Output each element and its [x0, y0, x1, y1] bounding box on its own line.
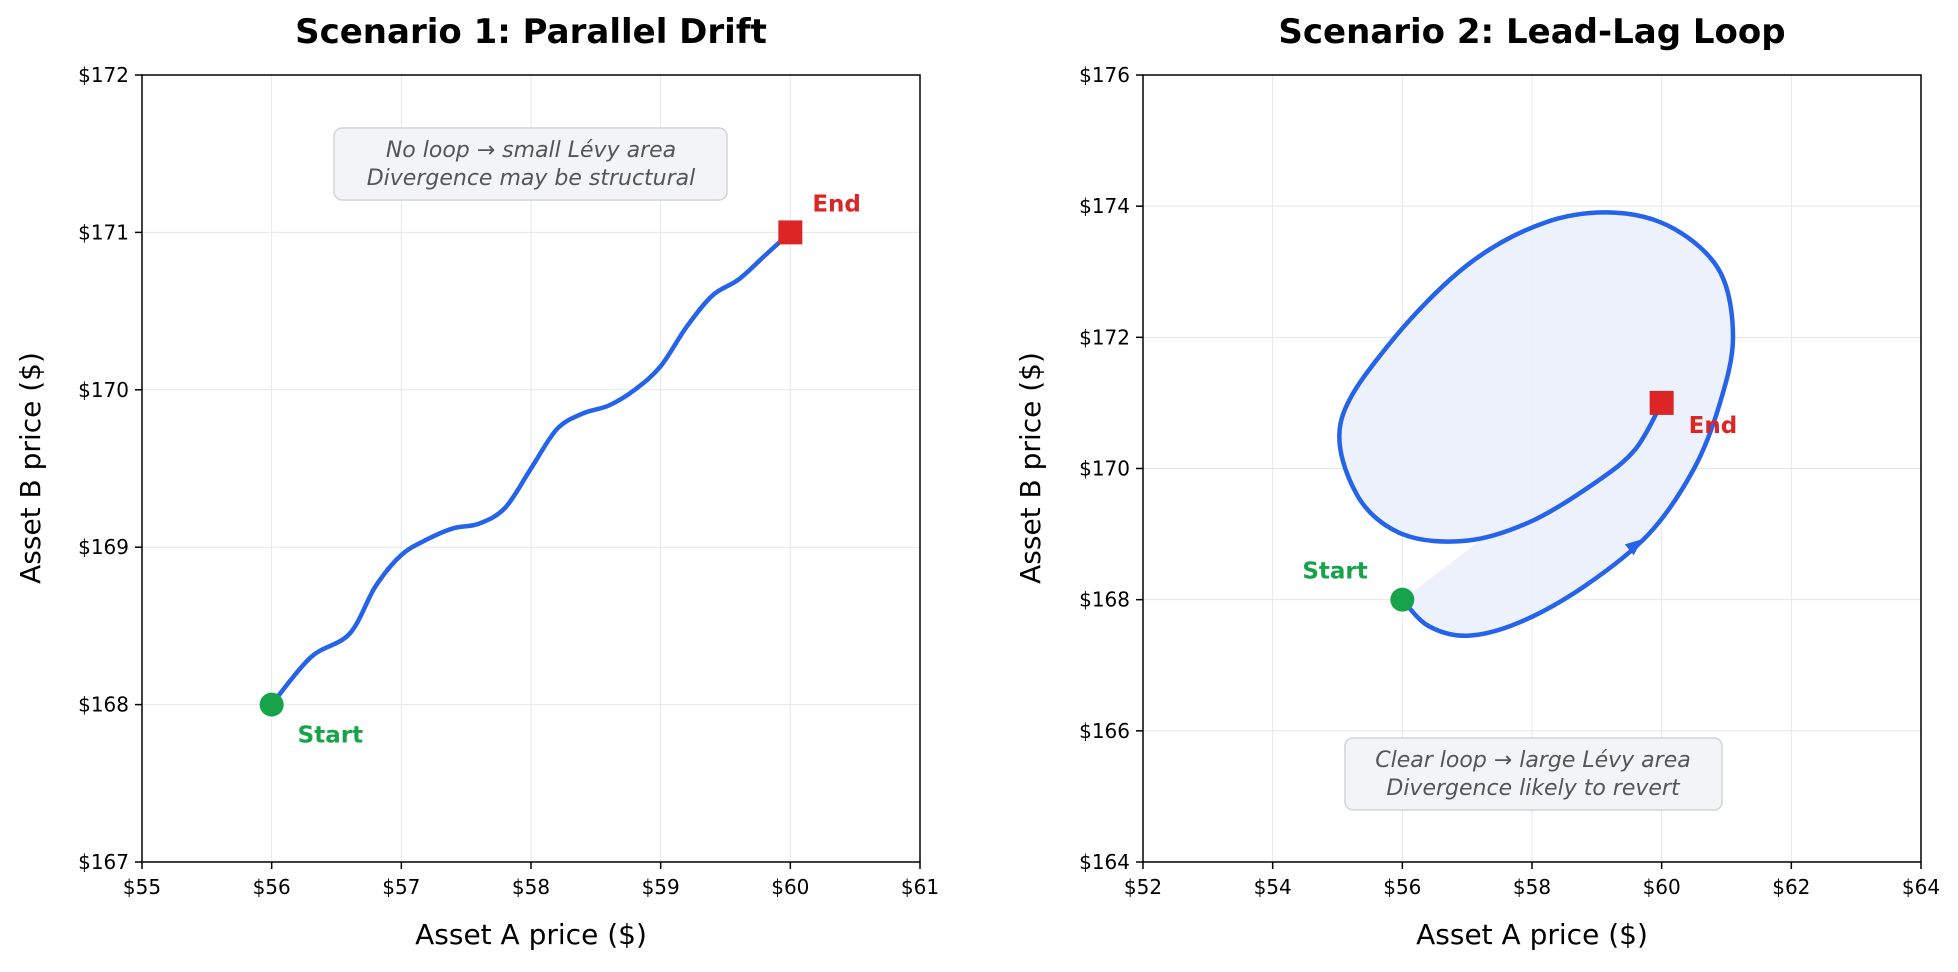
end-marker: [1649, 390, 1674, 415]
x-tick-label: $52: [1124, 875, 1162, 899]
x-tick-label: $57: [382, 875, 420, 899]
x-tick-label: $54: [1254, 875, 1292, 899]
annotation-line-2: Divergence likely to revert: [1386, 776, 1681, 801]
annotation-box: Clear loop → large Lévy area Divergence …: [1344, 737, 1723, 811]
end-label: End: [812, 191, 861, 217]
annotation-line-1: Clear loop → large Lévy area: [1375, 748, 1690, 773]
annotation-box: No loop → small Lévy area Divergence may…: [333, 127, 728, 201]
y-tick-label: $167: [78, 850, 129, 874]
annotation-line-1: No loop → small Lévy area: [386, 138, 676, 163]
x-tick-label: $60: [1643, 875, 1681, 899]
x-tick-label: $56: [253, 875, 291, 899]
tick-labels: $52 $54 $56 $58 $60 $62 $64 $164 $166 $168 $170 $17…: [1079, 63, 1940, 899]
y-axis-label: Asset B price ($): [1014, 352, 1047, 584]
y-tick-label: $174: [1079, 194, 1130, 218]
y-tick-label: $171: [78, 220, 129, 244]
series-line: [1337, 210, 1736, 638]
chart-panel-2: Scenario 2: Lead-Lag Loop $52 $54 $56 $58 $6…: [1014, 12, 1940, 951]
x-tick-label: $58: [1513, 875, 1551, 899]
y-tick-label: $168: [1079, 588, 1130, 612]
plot-frame: [141, 74, 921, 863]
direction-arrow-icon: [1624, 539, 1643, 556]
start-label: Start: [298, 723, 363, 749]
end-marker: [778, 220, 803, 245]
chart-title: Scenario 2: Lead-Lag Loop: [1278, 12, 1785, 52]
x-tick-label: $58: [512, 875, 550, 899]
y-tick-label: $172: [1079, 325, 1130, 349]
x-axis-label: Asset A price ($): [415, 918, 647, 951]
y-tick-label: $170: [1079, 457, 1130, 481]
x-axis-label: Asset A price ($): [1416, 918, 1648, 951]
y-tick-label: $172: [78, 63, 129, 87]
y-tick-label: $176: [1079, 63, 1130, 87]
x-tick-label: $62: [1772, 875, 1810, 899]
plot-frame: [1142, 74, 1922, 863]
y-tick-label: $168: [78, 693, 129, 717]
start-label: Start: [1302, 559, 1367, 585]
x-tick-label: $64: [1902, 875, 1940, 899]
annotation-line-2: Divergence may be structural: [367, 166, 696, 191]
x-tick-label: $60: [771, 875, 809, 899]
series-line: [269, 230, 793, 707]
x-tick-label: $61: [901, 875, 939, 899]
end-label: End: [1689, 413, 1738, 439]
x-tick-label: $59: [642, 875, 680, 899]
y-axis-label: Asset B price ($): [14, 352, 47, 584]
y-tick-label: $166: [1079, 719, 1130, 743]
x-tick-label: $56: [1383, 875, 1421, 899]
loop-area-fill: [1339, 212, 1733, 636]
y-tick-label: $170: [78, 378, 129, 402]
chart-title: Scenario 1: Parallel Drift: [295, 12, 767, 52]
start-marker: [259, 692, 284, 717]
start-marker: [1390, 587, 1415, 612]
chart-panel-1: Scenario 1: Parallel Drift $55 $56 $57 $58 $…: [14, 12, 939, 951]
y-tick-label: $164: [1079, 850, 1130, 874]
tick-labels: $55 $56 $57 $58 $59 $60 $61 $167 $168 $169 $170 $17…: [78, 63, 939, 899]
y-tick-label: $169: [78, 535, 129, 559]
x-tick-label: $55: [123, 875, 161, 899]
